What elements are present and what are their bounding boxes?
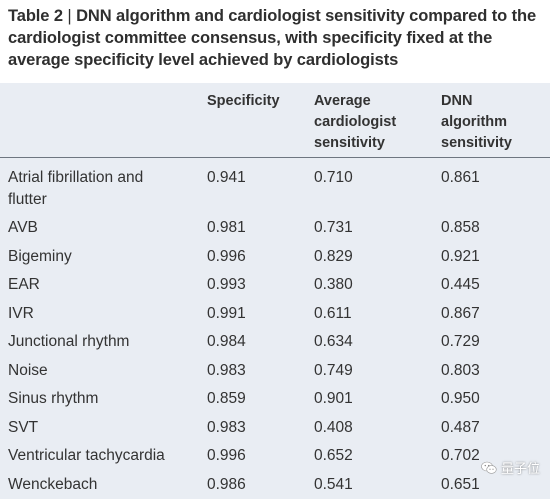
row-label: Junctional rhythm <box>8 333 130 350</box>
row-cardiologist-sensitivity: 0.749 <box>314 362 353 379</box>
row-dnn-sensitivity: 0.651 <box>441 476 480 493</box>
row-dnn-sensitivity: 0.729 <box>441 333 480 350</box>
row-cardiologist-sensitivity: 0.710 <box>314 169 353 186</box>
row-cardiologist-sensitivity: 0.634 <box>314 333 353 350</box>
row-specificity: 0.859 <box>207 390 246 407</box>
row-cardiologist-sensitivity: 0.380 <box>314 276 353 293</box>
row-cardiologist-sensitivity: 0.901 <box>314 390 353 407</box>
header-cell-specificity: Specificity <box>207 93 280 109</box>
row-label: AVB <box>8 219 38 236</box>
watermark: 量子位 <box>481 458 540 477</box>
table-label: Table 2 <box>8 7 63 25</box>
row-label: Sinus rhythm <box>8 390 99 407</box>
row-cardiologist-sensitivity: 0.731 <box>314 219 353 236</box>
caption-text: DNN algorithm and cardiologist sensitivi… <box>8 7 537 69</box>
row-label: EAR <box>8 276 40 293</box>
watermark-text: 量子位 <box>500 461 540 476</box>
row-dnn-sensitivity: 0.702 <box>441 447 480 464</box>
row-label: Ventricular tachycardia <box>8 447 165 464</box>
row-label: Bigeminy <box>8 248 72 265</box>
row-cardiologist-sensitivity: 0.652 <box>314 447 353 464</box>
row-specificity: 0.941 <box>207 169 246 186</box>
table-caption: Table 2 | DNN algorithm and cardiologist… <box>8 5 550 71</box>
row-specificity: 0.993 <box>207 276 246 293</box>
row-specificity: 0.986 <box>207 476 246 493</box>
row-dnn-sensitivity: 0.487 <box>441 419 480 436</box>
row-cardiologist-sensitivity: 0.541 <box>314 476 353 493</box>
row-dnn-sensitivity: 0.950 <box>441 390 480 407</box>
table-caption-block: Table 2 | DNN algorithm and cardiologist… <box>0 0 550 83</box>
row-cardiologist-sensitivity: 0.829 <box>314 248 353 265</box>
row-label: Wenckebach <box>8 476 98 493</box>
data-table: Specificity Average cardiologist sensiti… <box>0 83 550 499</box>
row-specificity: 0.991 <box>207 305 246 322</box>
row-specificity: 0.996 <box>207 248 246 265</box>
row-dnn-sensitivity: 0.445 <box>441 276 480 293</box>
row-specificity: 0.981 <box>207 219 246 236</box>
caption-separator: | <box>62 7 77 25</box>
table-header-row: Specificity Average cardiologist sensiti… <box>0 83 550 158</box>
header-cell-dnn-sensitivity: DNN algorithm sensitivity <box>441 93 512 151</box>
row-dnn-sensitivity: 0.858 <box>441 219 480 236</box>
wechat-icon <box>481 461 497 474</box>
row-label: SVT <box>8 419 39 436</box>
row-dnn-sensitivity: 0.861 <box>441 169 480 186</box>
header-cell-cardiologist-sensitivity: Average cardiologist sensitivity <box>314 93 397 151</box>
row-label: IVR <box>8 305 34 322</box>
row-cardiologist-sensitivity: 0.611 <box>314 305 352 322</box>
row-label: Atrial fibrillation and flutter <box>8 169 144 208</box>
row-specificity: 0.984 <box>207 333 246 350</box>
row-cardiologist-sensitivity: 0.408 <box>314 419 353 436</box>
row-label: Noise <box>8 362 48 379</box>
row-dnn-sensitivity: 0.803 <box>441 362 480 379</box>
row-dnn-sensitivity: 0.867 <box>441 305 480 322</box>
row-dnn-sensitivity: 0.921 <box>441 248 480 265</box>
row-specificity: 0.983 <box>207 419 246 436</box>
row-specificity: 0.983 <box>207 362 246 379</box>
row-specificity: 0.996 <box>207 447 246 464</box>
